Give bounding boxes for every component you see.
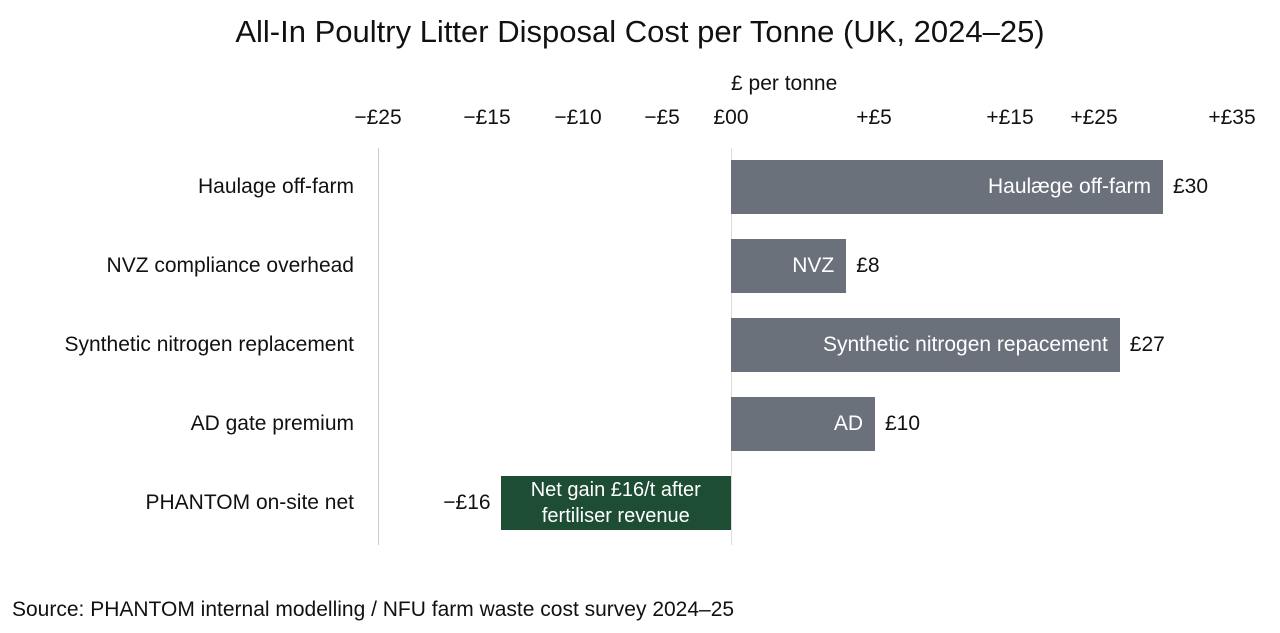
category-label: NVZ compliance overhead	[106, 254, 354, 277]
x-tick-label: −£10	[554, 106, 602, 129]
x-tick-label: +£15	[986, 106, 1034, 129]
x-tick-label: +£35	[1208, 106, 1256, 129]
bar: NVZ	[731, 239, 847, 293]
x-tick-label: −£15	[463, 106, 511, 129]
value-label: £30	[1173, 175, 1209, 198]
source-note: Source: PHANTOM internal modelling / NFU…	[12, 598, 735, 621]
x-tick-label: −£25	[354, 106, 402, 129]
x-tick-label: +£5	[856, 106, 892, 129]
x-tick-label: −£5	[644, 106, 680, 129]
bar: Net gain £16/t after fertiliser revenue	[500, 476, 731, 530]
category-label: PHANTOM on-site net	[145, 491, 354, 514]
bar: AD	[731, 397, 875, 451]
category-label: AD gate premium	[190, 412, 354, 435]
x-axis-label: £ per tonne	[731, 72, 838, 95]
x-tick-label: +£25	[1070, 106, 1118, 129]
chart-title: All-In Poultry Litter Disposal Cost per …	[235, 14, 1045, 49]
bar: Haulæge off-farm	[731, 160, 1163, 214]
left-axis-line	[378, 148, 379, 545]
bar: Synthetic nitrogen repacement	[731, 318, 1120, 372]
value-label: −£16	[443, 491, 491, 514]
category-label: Haulage off-farm	[197, 175, 354, 198]
value-label: £10	[885, 412, 921, 435]
value-label: £27	[1129, 333, 1165, 356]
category-label: Synthetic nitrogen replacement	[64, 333, 355, 356]
value-label: £8	[856, 254, 880, 277]
x-tick-label: £00	[713, 106, 749, 129]
